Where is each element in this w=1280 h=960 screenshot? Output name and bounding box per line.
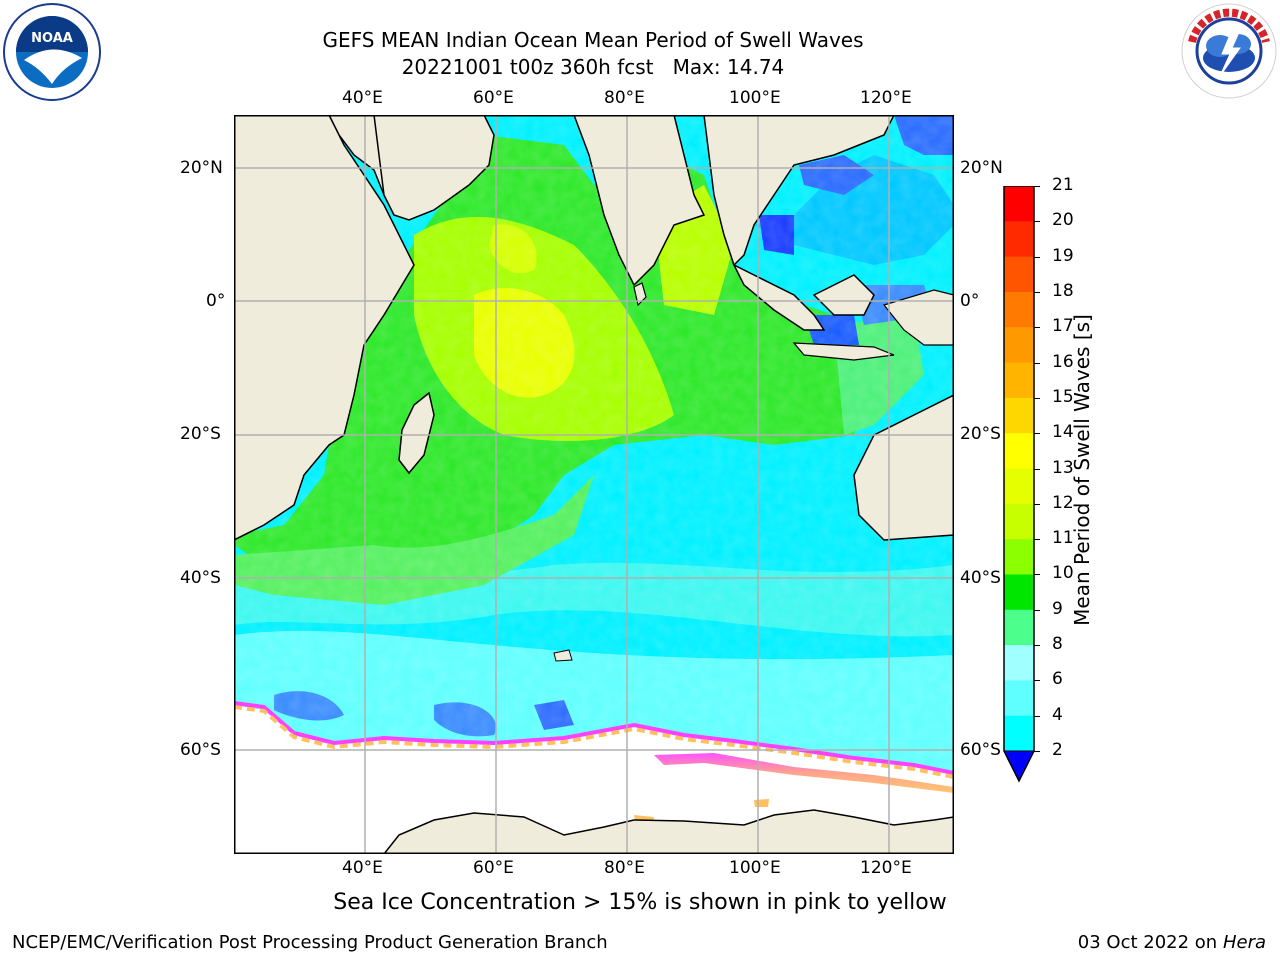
bottom-lon-label: 80°E: [604, 858, 645, 878]
colorbar-tick: [1034, 609, 1040, 611]
colorbar-tick-label: 17: [1052, 316, 1074, 337]
colorbar-band: [1004, 291, 1034, 328]
colorbar-tick: [1034, 221, 1040, 223]
colorbar-tick-label: 9: [1052, 598, 1063, 619]
colorbar-tick: [1034, 715, 1040, 717]
colorbar-band: [1004, 574, 1034, 611]
map-svg: [234, 115, 954, 854]
footer-date-text: 03 Oct 2022 on: [1077, 932, 1223, 953]
colorbar-label: Mean Period of Swell Waves [s]: [1070, 314, 1094, 626]
colorbar-band: [1004, 468, 1034, 505]
colorbar-tick: [1034, 291, 1040, 293]
left-lat-label: 60°S: [180, 740, 221, 760]
colorbar-tick-label: 2: [1052, 740, 1063, 760]
colorbar-band: [1004, 503, 1034, 540]
colorbar-tick-label: 19: [1052, 245, 1074, 266]
colorbar-svg: [1003, 185, 1035, 783]
right-lat-label: 0°: [960, 291, 980, 311]
right-lat-label: 60°S: [960, 740, 1001, 760]
left-lat-label: 20°S: [180, 424, 221, 444]
chart-title: GEFS MEAN Indian Ocean Mean Period of Sw…: [322, 28, 864, 52]
colorbar-tick-label: 4: [1052, 704, 1063, 725]
right-lat-label: 20°S: [960, 424, 1001, 444]
colorbar-tick-label: 12: [1052, 492, 1074, 513]
map-panel: [234, 115, 954, 854]
colorbar: [1000, 185, 1040, 786]
sea-ice-caption: Sea Ice Concentration > 15% is shown in …: [333, 890, 947, 915]
bottom-lon-label: 100°E: [729, 858, 781, 878]
colorbar-band: [1004, 327, 1034, 364]
bottom-lon-label: 120°E: [860, 858, 912, 878]
colorbar-tick: [1034, 751, 1040, 752]
top-lon-label: 80°E: [604, 88, 645, 108]
colorbar-band: [1004, 609, 1034, 646]
colorbar-tick-label: 16: [1052, 351, 1074, 372]
left-lat-label: 0°: [206, 291, 226, 311]
colorbar-tick-label: 13: [1052, 457, 1074, 478]
footer-credit: NCEP/EMC/Verification Post Processing Pr…: [12, 932, 608, 953]
colorbar-band: [1004, 433, 1034, 469]
footer-machine: Hera: [1222, 932, 1266, 953]
colorbar-tick: [1034, 186, 1040, 187]
top-lon-label: 60°E: [473, 88, 514, 108]
right-lat-label: 20°N: [960, 158, 1003, 178]
colorbar-tick: [1034, 256, 1040, 258]
colorbar-tick: [1034, 397, 1040, 399]
colorbar-tick-label: 10: [1052, 563, 1074, 584]
colorbar-band: [1004, 645, 1034, 681]
left-lat-label: 20°N: [180, 158, 223, 178]
colorbar-tick: [1034, 362, 1040, 364]
colorbar-band: [1004, 221, 1034, 258]
colorbar-tick-label: 11: [1052, 528, 1074, 549]
top-lon-label: 100°E: [729, 88, 781, 108]
colorbar-tick: [1034, 645, 1040, 647]
left-lat-label: 40°S: [180, 568, 221, 588]
colorbar-band: [1004, 680, 1034, 717]
colorbar-band: [1004, 186, 1034, 222]
colorbar-tick-label: 20: [1052, 210, 1074, 231]
noaa-logo: NOAA: [2, 2, 102, 102]
colorbar-band: [1004, 362, 1034, 399]
svg-text:NOAA: NOAA: [31, 31, 73, 46]
footer-date: 03 Oct 2022 on Hera: [1078, 932, 1266, 953]
colorbar-tick: [1034, 433, 1040, 435]
colorbar-tick: [1034, 574, 1040, 576]
colorbar-tick: [1034, 539, 1040, 541]
colorbar-tick-label: 15: [1052, 386, 1074, 407]
nws-logo: [1180, 2, 1278, 100]
colorbar-outline: [1003, 185, 1035, 783]
colorbar-band: [1004, 715, 1034, 752]
colorbar-extend-arrow: [1003, 750, 1035, 783]
bottom-lon-label: 40°E: [342, 858, 383, 878]
colorbar-band: [1004, 256, 1034, 293]
colorbar-band: [1004, 397, 1034, 434]
bottom-lon-label: 60°E: [473, 858, 514, 878]
colorbar-tick-label: 6: [1052, 669, 1063, 690]
colorbar-tick: [1034, 680, 1040, 682]
colorbar-tick: [1034, 503, 1040, 505]
colorbar-band: [1004, 539, 1034, 575]
colorbar-tick-label: 18: [1052, 280, 1074, 301]
chart-subtitle: 20221001 t00z 360h fcst Max: 14.74: [401, 55, 785, 79]
colorbar-tick-label: 21: [1052, 175, 1074, 195]
colorbar-tick-label: 14: [1052, 422, 1074, 443]
colorbar-tick: [1034, 468, 1040, 470]
top-lon-label: 120°E: [860, 88, 912, 108]
right-lat-label: 40°S: [960, 568, 1001, 588]
colorbar-tick: [1034, 327, 1040, 329]
top-lon-label: 40°E: [342, 88, 383, 108]
colorbar-tick-label: 8: [1052, 634, 1063, 655]
